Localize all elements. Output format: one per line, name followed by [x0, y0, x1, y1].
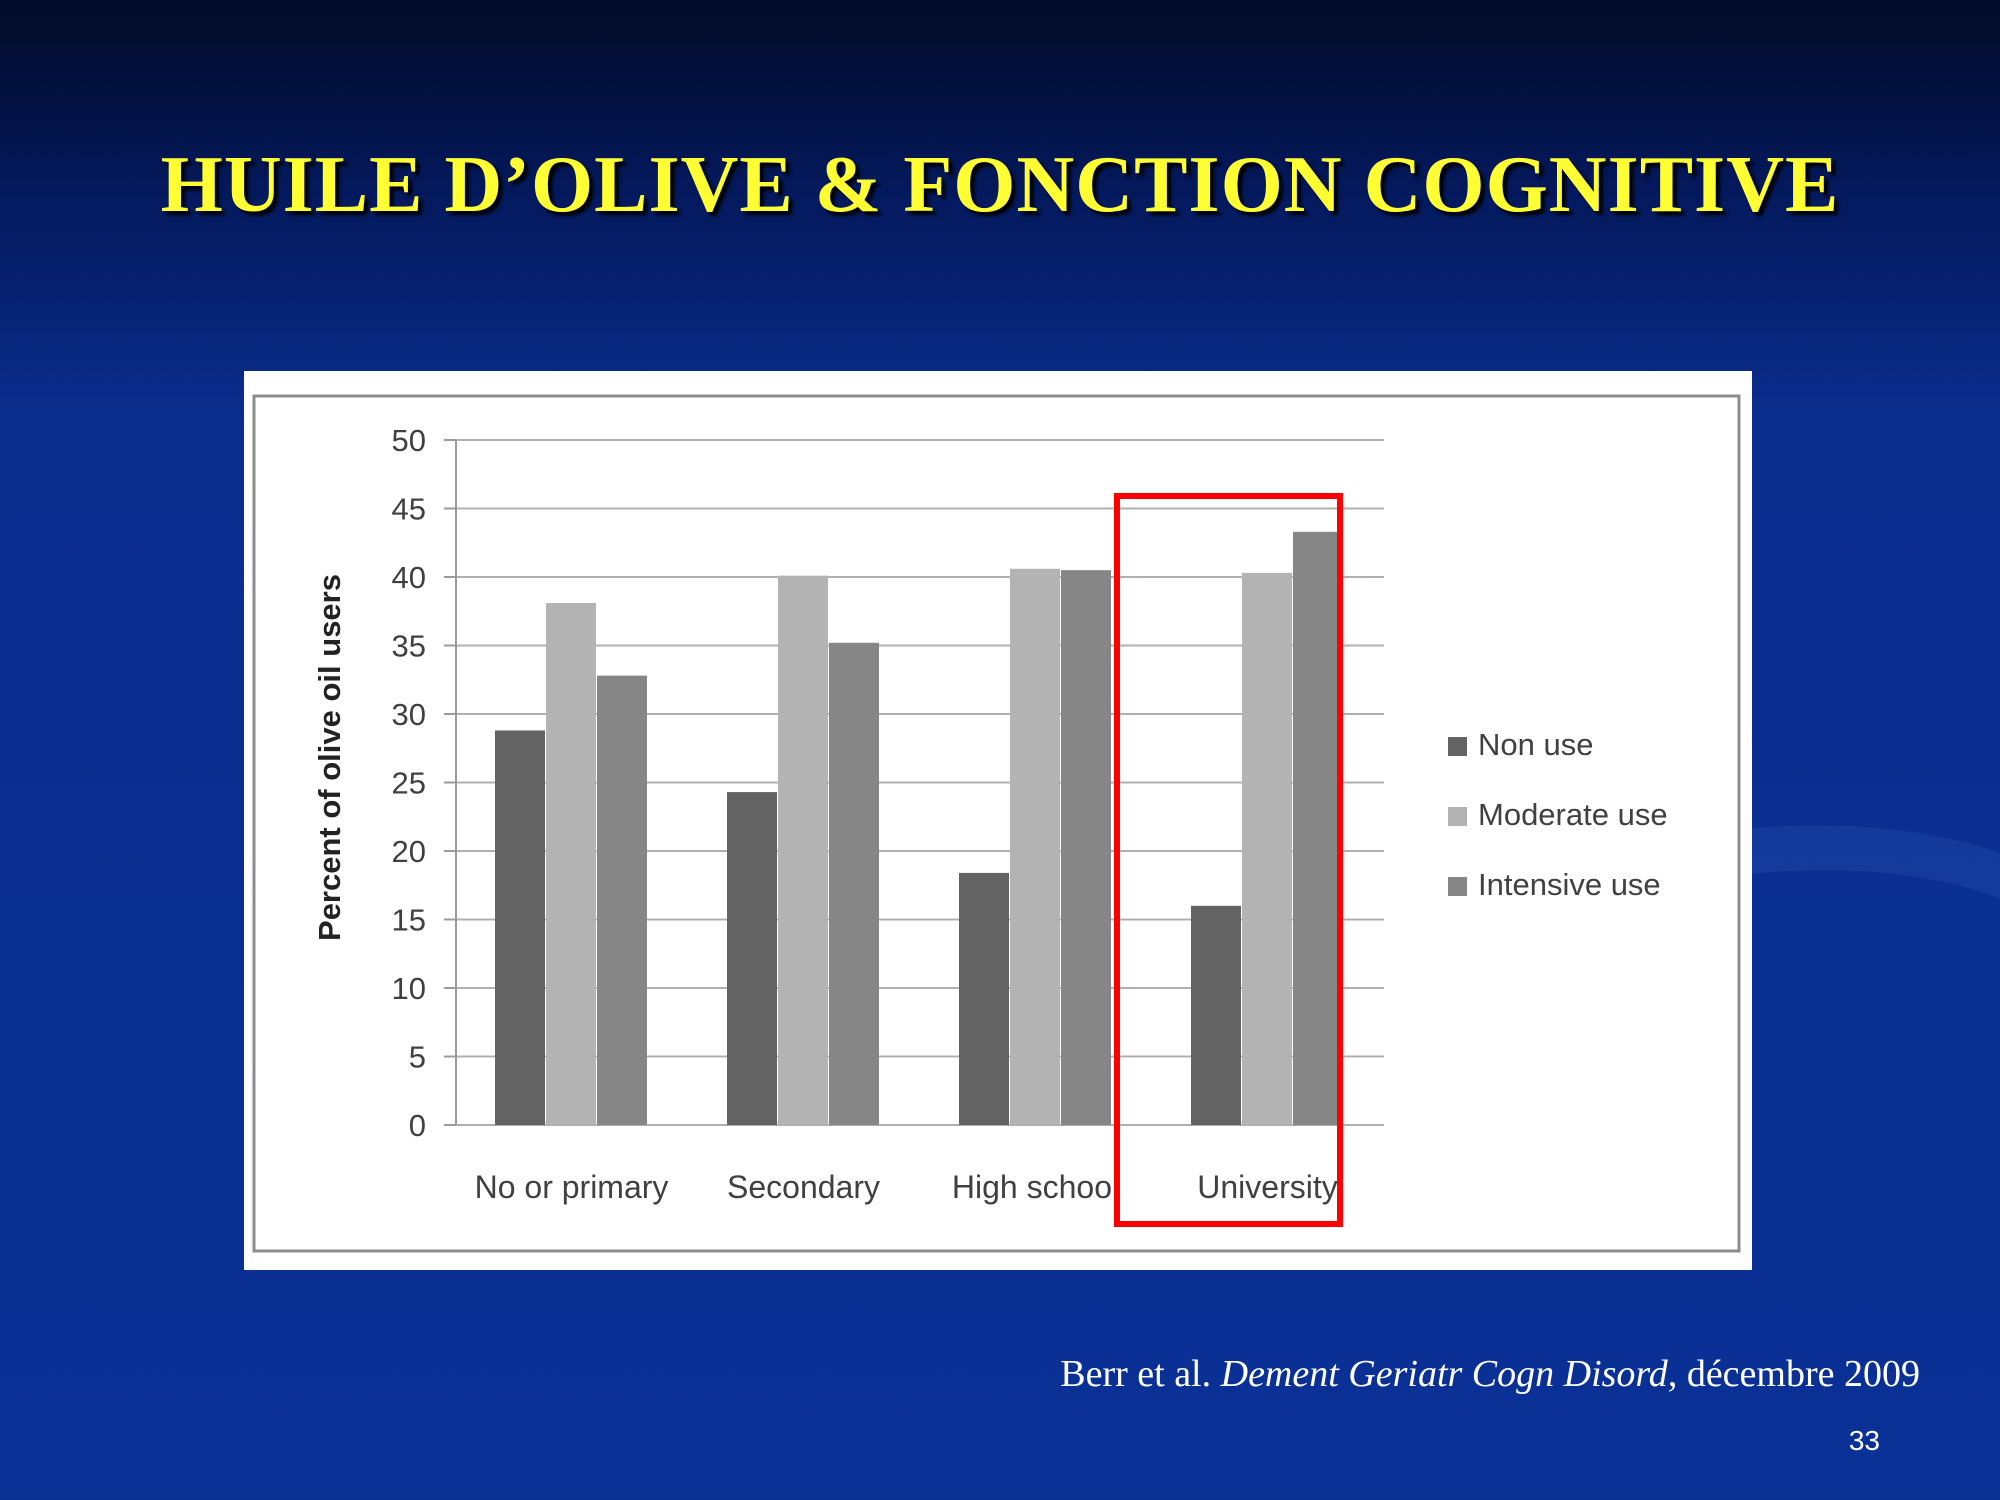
bar-non-use — [959, 872, 1009, 1125]
y-tick-label: 15 — [392, 903, 426, 938]
slide-title: HUILE D’OLIVE & FONCTION COGNITIVE — [160, 141, 1840, 229]
legend-label: Intensive use — [1478, 867, 1661, 902]
highlight-box — [1114, 493, 1343, 1227]
legend-swatch — [1448, 737, 1467, 756]
y-tick-label: 20 — [392, 834, 426, 869]
bar-moderate-use — [1010, 568, 1060, 1125]
y-tick-label: 0 — [409, 1108, 426, 1143]
y-tick-label: 25 — [392, 766, 426, 801]
x-category-label: Secondary — [727, 1169, 880, 1205]
slide-number: 33 — [1848, 1425, 1880, 1456]
bar-intensive-use — [597, 675, 647, 1125]
bar-non-use — [1191, 905, 1241, 1125]
bar-moderate-use — [546, 603, 596, 1125]
bar-moderate-use — [1242, 572, 1292, 1125]
bar-chart: 0 5 10 15 20 25 30 35 40 45 50 No or primary Seconda… — [252, 394, 1741, 1253]
citation-authors: Berr et al. — [1060, 1353, 1212, 1395]
y-tick-label: 30 — [392, 697, 426, 732]
bar-intensive-use — [829, 642, 879, 1125]
legend-label: Non use — [1478, 727, 1593, 762]
legend-swatch — [1448, 807, 1467, 826]
bar-non-use — [727, 792, 777, 1125]
legend-label: Moderate use — [1478, 797, 1668, 832]
citation-date: , décembre 2009 — [1667, 1353, 1920, 1395]
x-category-label: University — [1197, 1169, 1337, 1205]
y-tick-label: 35 — [392, 629, 426, 664]
y-tick-label: 10 — [392, 971, 426, 1006]
citation-journal: Dement Geriatr Cogn Disord — [1220, 1353, 1668, 1395]
y-tick-label: 5 — [409, 1040, 426, 1075]
bar-non-use — [495, 730, 545, 1125]
legend-swatch — [1448, 877, 1467, 896]
y-axis-title: Percent of olive oil users — [312, 574, 347, 941]
bar-intensive-use — [1061, 570, 1111, 1125]
bar-moderate-use — [778, 575, 828, 1125]
y-tick-label: 50 — [392, 423, 426, 458]
citation: Berr et al. Dement Geriatr Cogn Disord, … — [1060, 1352, 1920, 1396]
bar-intensive-use — [1293, 531, 1343, 1125]
y-tick-label: 45 — [392, 492, 426, 527]
y-tick-label: 40 — [392, 560, 426, 595]
chart-panel: 0 5 10 15 20 25 30 35 40 45 50 No or primary Seconda… — [244, 371, 1752, 1270]
x-category-label: No or primary — [475, 1169, 669, 1205]
x-category-label: High school — [952, 1169, 1119, 1205]
